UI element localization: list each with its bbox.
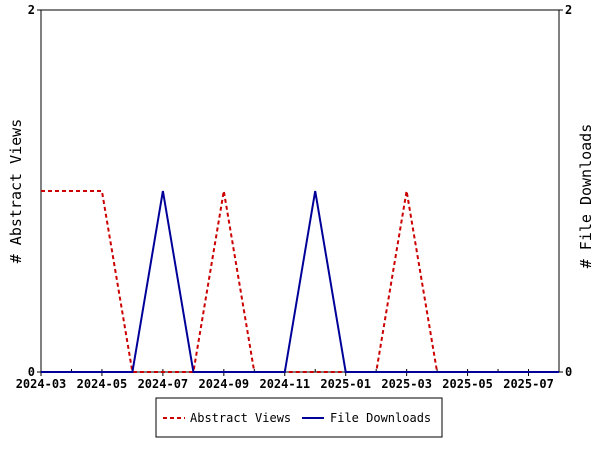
legend: Abstract Views File Downloads — [155, 397, 443, 438]
x-tick-label: 2024-09 — [199, 377, 250, 391]
legend-box — [155, 397, 443, 438]
series-line-file-downloads — [41, 190, 559, 373]
legend-label-file-downloads: File Downloads — [330, 411, 431, 425]
y-axis-right: 02 — [559, 3, 572, 379]
y-axis-left: 02 — [28, 3, 41, 379]
x-axis: 2024-03 2024-05 2024-07 2024-09 2024-11 2025-… — [16, 369, 560, 391]
x-tick-label: 2025-05 — [442, 377, 493, 391]
y-axis-left-title: # Abstract Views — [7, 119, 25, 264]
x-tick-label: 2024-11 — [259, 377, 310, 391]
y-left-tick-label: 2 — [28, 3, 35, 17]
x-tick-label: 2025-07 — [503, 377, 554, 391]
x-tick-label: 2024-05 — [77, 377, 128, 391]
legend-label-abstract-views: Abstract Views — [190, 411, 291, 425]
x-tick-label: 2025-03 — [381, 377, 432, 391]
y-right-tick-label: 0 — [565, 365, 572, 379]
x-tick-label: 2024-07 — [138, 377, 189, 391]
y-left-tick-label: 0 — [28, 365, 35, 379]
x-tick-label: 2024-03 — [16, 377, 67, 391]
y-right-tick-label: 2 — [565, 3, 572, 17]
plot-frame — [40, 9, 560, 373]
y-axis-right-title: # File Downloads — [577, 124, 595, 269]
series-layer — [41, 190, 559, 373]
x-tick-label: 2025-01 — [320, 377, 371, 391]
